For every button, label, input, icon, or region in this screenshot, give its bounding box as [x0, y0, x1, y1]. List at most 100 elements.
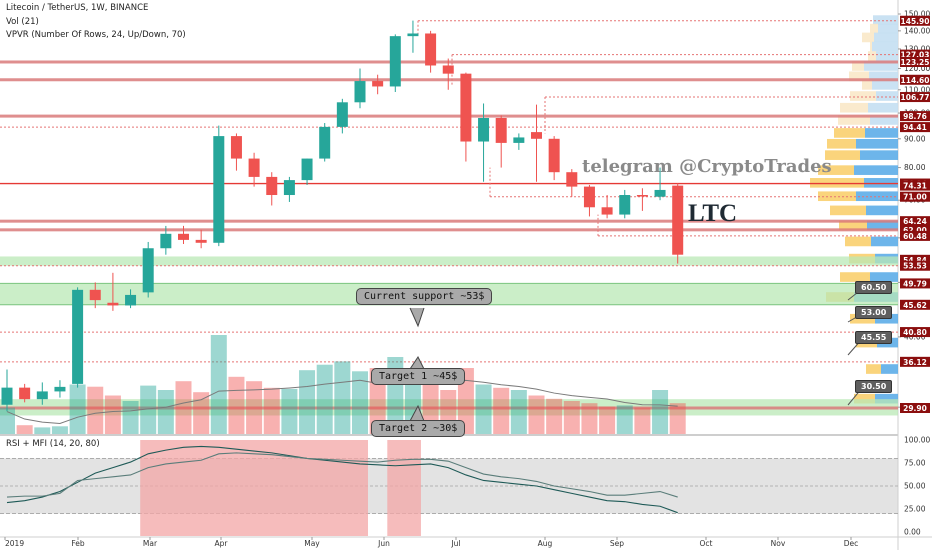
price-badge-bg-17: [900, 327, 930, 338]
vpvr-row-down-8: [850, 91, 876, 101]
vpvr-row-down-9: [840, 102, 868, 113]
indicator-rsi-label[interactable]: RSI + MFI (14, 20, 80): [6, 439, 100, 449]
candle-body-33: [583, 186, 595, 208]
volume-bar-14: [246, 381, 263, 434]
price-badge-0: 145.90: [901, 17, 930, 26]
volume-bar-29: [510, 390, 527, 434]
volume-bar-6: [104, 395, 121, 434]
volume-bar-28: [493, 387, 510, 434]
price-tick-label-0: 150.00: [904, 10, 930, 19]
time-label-3[interactable]: Apr: [215, 539, 229, 548]
volume-bar-33: [581, 403, 598, 434]
vpvr-row-up-14: [854, 165, 898, 175]
vpvr-row-down-26: [854, 393, 875, 404]
time-label-1[interactable]: Feb: [71, 539, 85, 548]
price-badge-15: 49.79: [903, 279, 927, 288]
candle-body-26: [460, 73, 472, 142]
price-badge-2: 123.25: [901, 58, 930, 67]
vpvr-row-down-17: [830, 205, 866, 216]
candle-body-5: [89, 289, 101, 301]
candle-body-11: [195, 239, 207, 243]
volume-bar-37: [652, 390, 669, 434]
time-label-5[interactable]: Jun: [377, 539, 390, 548]
price-badge-bg-6: [900, 122, 930, 133]
vpvr-row-down-5: [852, 61, 864, 71]
rsi-highlight-0: [140, 440, 368, 536]
vpvr-row-up-2: [874, 32, 898, 43]
volume-bar-1: [16, 425, 33, 434]
price-tick-label-6: 90.00: [904, 134, 926, 143]
candle-body-28: [495, 117, 507, 143]
time-label-9[interactable]: Oct: [700, 539, 713, 548]
volume-bar-11: [193, 392, 210, 434]
price-badge-18: 36.12: [903, 358, 927, 367]
vpvr-row-up-21: [870, 272, 898, 282]
time-label-4[interactable]: May: [304, 539, 320, 548]
time-label-6[interactable]: Jul: [450, 539, 460, 548]
candle-body-37: [654, 189, 666, 197]
rsi-band: [0, 458, 898, 514]
price-badge-bg-8: [900, 180, 930, 191]
price-badge-bg-18: [900, 356, 930, 367]
price-badge-bg-13: [900, 254, 930, 265]
time-label-10[interactable]: Nov: [771, 539, 786, 548]
candle-body-6: [107, 302, 119, 306]
level-line-29-9: [0, 406, 898, 410]
candle-body-23: [407, 33, 419, 37]
indicator-volume-label[interactable]: Vol (21): [6, 17, 39, 27]
price-badge-bg-10: [900, 216, 930, 227]
candle-body-14: [248, 158, 260, 177]
price-badge-bg-15: [900, 278, 930, 289]
level-line-98-76: [0, 114, 898, 118]
volume-bar-4: [69, 384, 86, 434]
price-tick-label-7: 80.00: [904, 163, 926, 172]
candle-body-38: [672, 185, 684, 255]
vpvr-row-up-18: [867, 220, 898, 231]
volume-bar-31: [546, 398, 563, 434]
target-1-callout-pointer: [409, 356, 425, 370]
time-label-0[interactable]: 2019: [5, 539, 24, 548]
time-label-7[interactable]: Aug: [538, 539, 553, 548]
vpvr-row-down-4: [868, 51, 876, 61]
volume-bar-7: [122, 401, 139, 434]
candle-body-30: [531, 132, 542, 139]
price-badge-4: 106.77: [901, 93, 930, 102]
price-badge-10: 64.24: [903, 217, 927, 226]
volume-bar-20: [352, 371, 368, 434]
candle-body-21: [372, 81, 384, 87]
candle-body-25: [442, 65, 454, 74]
time-label-11[interactable]: Dec: [844, 539, 859, 548]
volume-bar-35: [616, 405, 633, 434]
volume-bar-9: [157, 390, 174, 434]
indicator-vpvr-label[interactable]: VPVR (Number Of Rows, 24, Up/Down, 70): [6, 30, 186, 40]
rsi-highlight-1: [387, 440, 421, 536]
volume-bar-2: [34, 427, 51, 434]
candle-body-20: [354, 81, 366, 103]
candle-body-12: [213, 136, 225, 243]
vpvr-row-down-10: [838, 115, 870, 125]
candle-body-16: [283, 180, 295, 196]
price-badge-bg-9: [900, 191, 930, 202]
price-badge-bg-1: [900, 49, 930, 60]
time-label-8[interactable]: Sep: [610, 539, 624, 548]
price-badge-12: 60.48: [903, 232, 927, 241]
level-tag-60-50: 60.50: [855, 281, 893, 294]
volume-bar-16: [281, 388, 298, 434]
vpvr-row-down-6: [849, 71, 869, 82]
level-tag-30-50: 30.50: [855, 380, 893, 393]
vpvr-row-down-16: [818, 191, 856, 202]
price-badge-bg-4: [900, 92, 930, 103]
volume-bar-18: [316, 364, 333, 434]
candle-body-15: [266, 176, 278, 196]
vpvr-row-up-19: [871, 236, 898, 247]
vpvr-row-up-13: [860, 150, 898, 160]
time-label-2[interactable]: Mar: [143, 539, 158, 548]
price-badge-19: 29.90: [903, 404, 927, 413]
volume-bar-8: [140, 385, 157, 434]
price-badge-bg-19: [900, 403, 930, 413]
vpvr-row-down-18: [839, 220, 867, 231]
vpvr-row-up-3: [872, 41, 898, 52]
rsi-tick-label-3: 25.00: [904, 505, 926, 514]
